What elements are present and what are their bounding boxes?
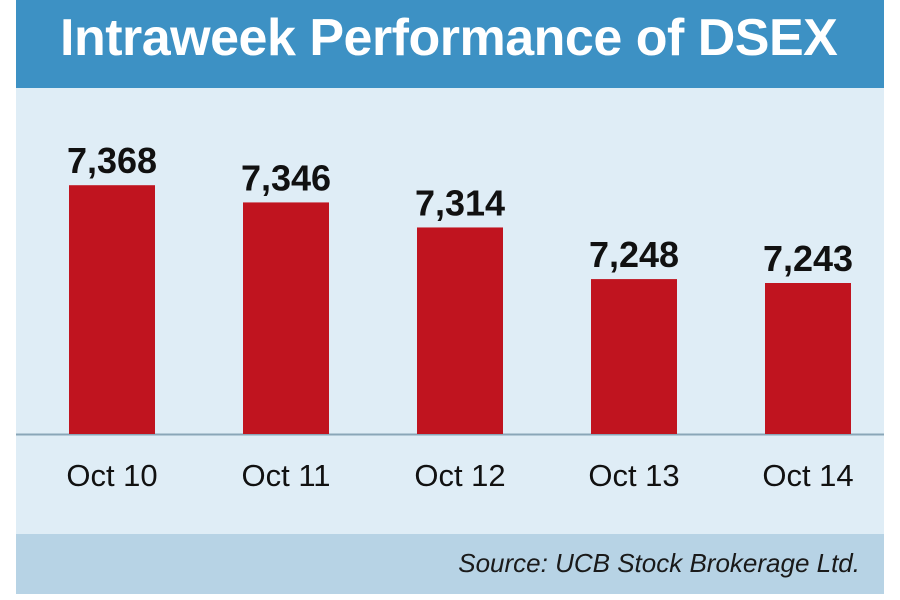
bar-oct-10	[69, 185, 155, 434]
bar-oct-14	[765, 283, 851, 434]
value-label: 7,368	[67, 140, 157, 181]
value-label: 7,248	[589, 234, 679, 275]
source-note: Source: UCB Stock Brokerage Ltd.	[458, 548, 860, 578]
x-tick-label: Oct 13	[588, 458, 679, 493]
footer-bar: Source: UCB Stock Brokerage Ltd.	[16, 534, 884, 594]
bar-oct-11	[243, 202, 329, 434]
chart-frame: Intraweek Performance of DSEX 7,368 Oct 1…	[16, 0, 884, 594]
bar-oct-12	[417, 227, 503, 434]
value-label: 7,314	[415, 182, 505, 223]
x-tick-label: Oct 11	[241, 458, 330, 493]
value-label: 7,243	[763, 238, 853, 279]
bar-oct-13	[591, 279, 677, 434]
value-label: 7,346	[241, 157, 331, 198]
chart-title: Intraweek Performance of DSEX	[60, 9, 838, 67]
bar-chart: 7,368 Oct 10 7,346 Oct 11 7,314 Oct 12 7,248 Oc…	[16, 140, 884, 493]
x-tick-label: Oct 14	[762, 458, 853, 493]
x-tick-label: Oct 12	[414, 458, 505, 493]
x-tick-label: Oct 10	[66, 458, 157, 493]
title-bar: Intraweek Performance of DSEX	[16, 0, 884, 88]
plot-area: 7,368 Oct 10 7,346 Oct 11 7,314 Oct 12 7,248 Oc…	[16, 88, 884, 534]
